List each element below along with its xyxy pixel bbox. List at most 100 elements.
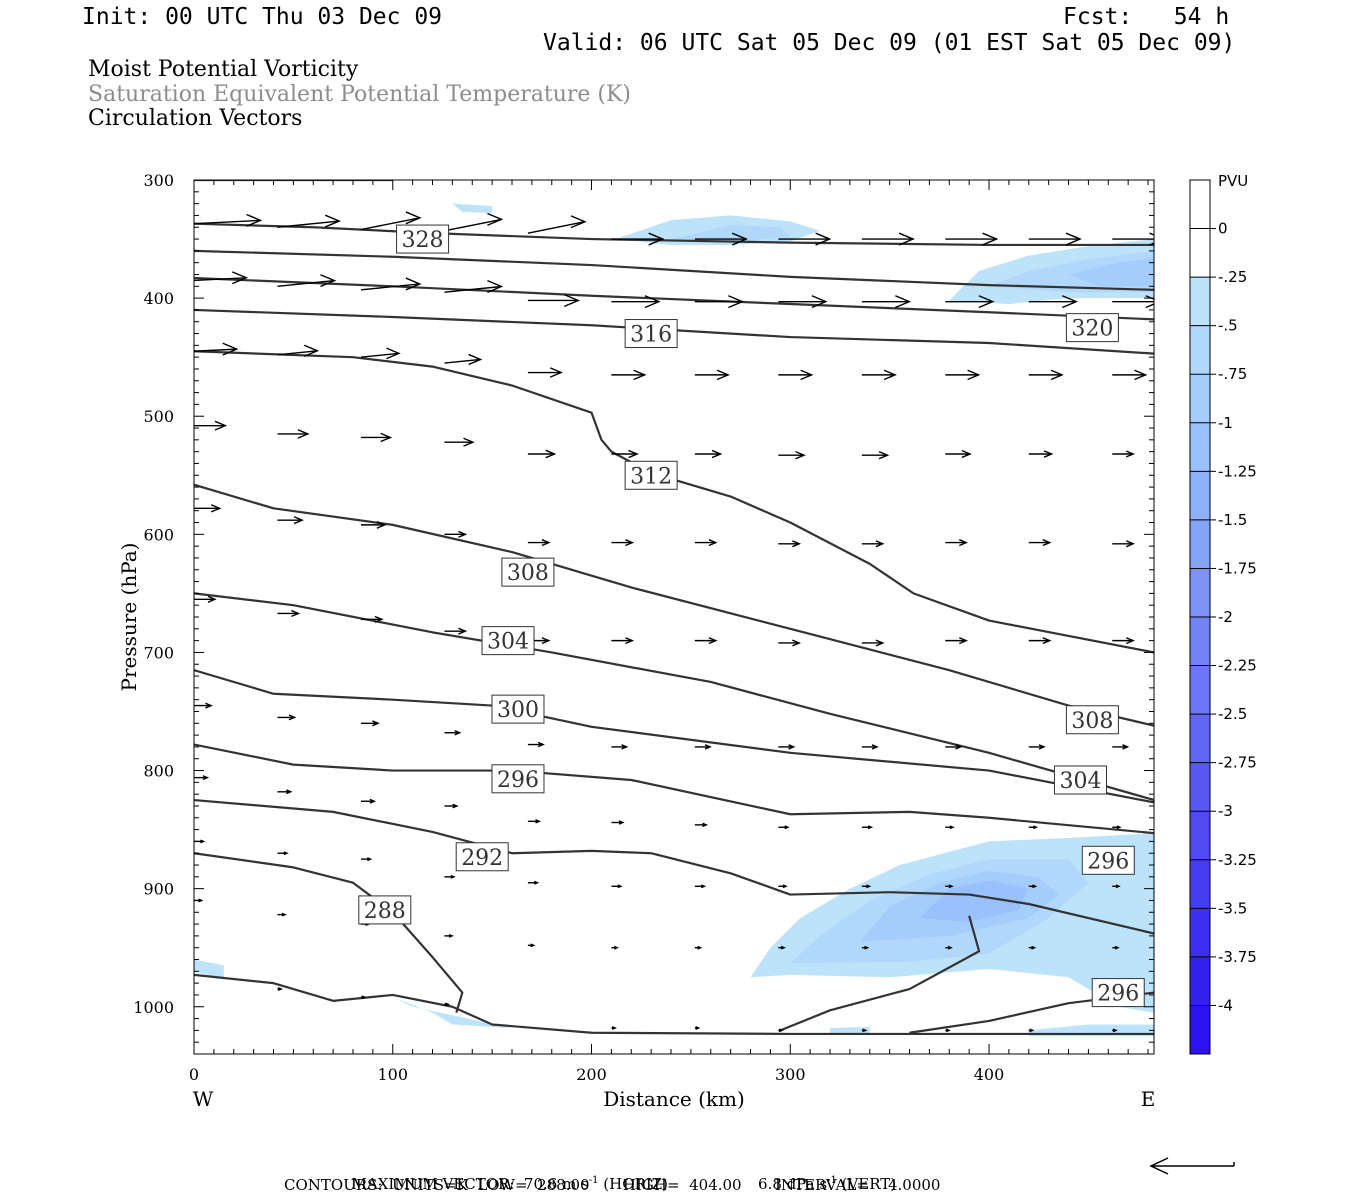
colorbar-bin-7: [1190, 519, 1210, 569]
x-tick-label-400: 400: [974, 1065, 1005, 1084]
vector-arrow-94: [1028, 825, 1039, 830]
vector-arrow-13: [277, 274, 337, 288]
vector-arrow-124: [694, 1026, 701, 1030]
vector-arrow-52: [527, 539, 551, 547]
vector-arrow-20: [861, 295, 912, 309]
x-axis-title: Distance (km): [603, 1087, 745, 1111]
init-time: Init: 00 UTC Thu 03 Dec 09: [82, 4, 443, 30]
vector-head: [800, 369, 814, 381]
colorbar-label-16: -4: [1218, 996, 1233, 1014]
vector-arrow-61: [277, 609, 301, 617]
vector-arrow-103: [778, 884, 788, 889]
vector-head: [1134, 369, 1148, 381]
isentrope-296-13: [779, 915, 981, 1032]
max-vector-horiz-label: (HORIZ): [598, 1175, 669, 1193]
max-vector-text: MAXIMUM VECTOR: 70.6 m s-1 (HORIZ) 6.8 dP…: [342, 1157, 897, 1193]
x-tick-label-0: 0: [189, 1065, 199, 1084]
vector-arrow-49: [277, 516, 304, 525]
y-tick-label-400: 400: [143, 289, 174, 308]
vector-head: [291, 609, 301, 617]
vector-head: [708, 637, 718, 645]
vector-arrow-66: [694, 637, 718, 645]
vector-head: [487, 279, 504, 294]
vector-arrow-14: [360, 277, 422, 291]
vector-head: [1125, 450, 1135, 458]
vector-arrow-72: [194, 702, 213, 709]
vector-head: [205, 702, 213, 709]
colorbar-bin-0: [1190, 180, 1210, 229]
vector-head: [367, 857, 373, 862]
vector-head: [1031, 945, 1037, 950]
vector-arrow-53: [611, 539, 635, 547]
pv-region-12: [869, 939, 890, 954]
vector-head: [198, 898, 204, 903]
vector-arrow-10: [1028, 232, 1082, 246]
vector-arrow-55: [778, 540, 802, 548]
isentrope-288-12: [194, 973, 1154, 1036]
contour-label-9: 304: [1059, 769, 1101, 794]
colorbar-bin-3: [1190, 325, 1210, 375]
vector-head: [214, 420, 228, 431]
colorbar-bin-16: [1190, 956, 1210, 1006]
vector-head: [200, 839, 206, 844]
vector-arrow-9: [945, 232, 999, 246]
vector-head: [458, 530, 468, 538]
contour-label-8: 296: [497, 768, 539, 793]
colorbar-bin-1: [1190, 228, 1210, 278]
colorbar-label-3: -.75: [1218, 365, 1247, 383]
vector-arrow-109: [277, 912, 287, 917]
colorbar-bin-5: [1190, 422, 1210, 472]
max-vector-vert-value: 6.8 dPa s: [758, 1175, 828, 1193]
vector-head: [875, 540, 885, 548]
vector-head: [633, 369, 647, 381]
colorbar-title: PVU: [1218, 172, 1248, 190]
contour-label-7: 300: [497, 698, 539, 723]
vector-arrow-67: [778, 639, 802, 647]
y-tick-label-500: 500: [143, 407, 174, 426]
vector-head: [780, 945, 786, 950]
vector-arrow-15: [444, 279, 504, 294]
y-tick-label-600: 600: [143, 525, 174, 544]
horiz-unit-exponent: -1: [588, 1175, 599, 1186]
vector-arrow-71: [1112, 637, 1135, 645]
vector-arrow-95: [1112, 825, 1122, 830]
contour-label-box-4: [501, 557, 555, 587]
vector-arrow-100: [527, 880, 540, 885]
isentrope-304-7: [194, 592, 1154, 802]
colorbar-label-6: -1.5: [1218, 511, 1247, 529]
vector-head: [281, 912, 287, 917]
vector-arrow-27: [444, 353, 483, 366]
vector-head: [288, 714, 297, 721]
vector-arrow-22: [1028, 295, 1079, 309]
vector-head: [570, 215, 587, 229]
vector-arrow-125: [778, 1028, 784, 1033]
vector-shaft: [194, 348, 237, 352]
pv-region-0: [392, 997, 513, 1029]
vector-head: [961, 449, 972, 459]
vector-arrow-51: [444, 530, 468, 538]
colorbar-label-13: -3.25: [1218, 851, 1257, 869]
colorbar-label-12: -3: [1218, 802, 1233, 820]
vector-arrow-36: [194, 420, 228, 431]
vector-arrow-68: [861, 639, 885, 647]
vector-arrow-1: [277, 214, 342, 228]
vector-arrow-47: [1112, 450, 1135, 458]
max-vector-horiz-value: MAXIMUM VECTOR: 70.6 m s: [351, 1175, 589, 1193]
vector-arrow-4: [527, 215, 587, 234]
contour-label-13: 296: [1097, 982, 1139, 1007]
vector-arrow-128: [1028, 1028, 1035, 1033]
vector-head: [617, 884, 623, 889]
colorbar-bin-13: [1190, 811, 1210, 860]
vector-arrow-91: [778, 825, 790, 830]
colorbar-bin-8: [1190, 568, 1210, 617]
vector-head: [303, 344, 320, 357]
vector-arrow-87: [444, 803, 459, 809]
vector-head: [792, 639, 802, 647]
y-tick-label-300: 300: [143, 171, 174, 190]
legend-field-1: Moist Potential Vorticity: [88, 57, 359, 82]
colorbar-bin-17: [1190, 1005, 1210, 1054]
vector-head: [405, 211, 422, 225]
contour-label-box-1: [624, 319, 678, 349]
vector-arrow-18: [694, 295, 745, 309]
vector-head: [716, 369, 730, 381]
